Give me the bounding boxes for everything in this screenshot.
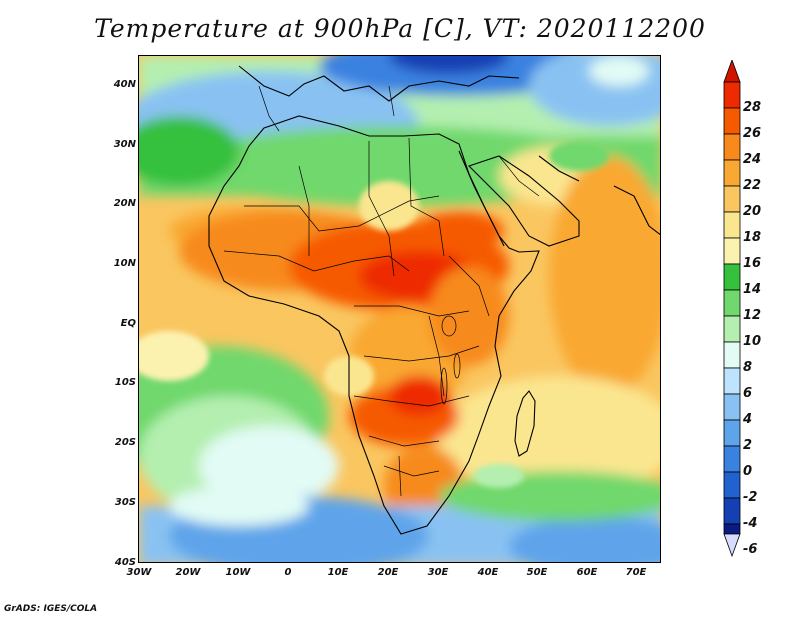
colorbar-label: 12 (743, 308, 762, 323)
lat-tick-10s: 10S (114, 377, 136, 388)
lat-tick-20n: 20N (113, 198, 136, 209)
colorbar-box (723, 81, 741, 109)
arabia-coastline (467, 155, 580, 247)
coastlines (208, 65, 660, 535)
colorbar-box (723, 159, 741, 187)
lat-tick-20s: 20S (114, 437, 136, 448)
africa-coastline (208, 115, 540, 535)
lon-tick-20w: 20W (175, 567, 201, 578)
temperature-field (139, 56, 660, 562)
colorbar-box (723, 185, 741, 213)
colorbar-boxes (723, 60, 741, 558)
lon-tick-50e: 50E (526, 567, 548, 578)
colorbar (723, 60, 741, 558)
colorbar-box (723, 419, 741, 447)
country-borders (223, 85, 540, 497)
india-coastline (613, 185, 660, 236)
chart-title: Temperature at 900hPa [C], VT: 202011220… (94, 14, 706, 43)
colorbar-label: 2 (743, 438, 753, 453)
colorbar-box (723, 263, 741, 291)
lat-tick-10n: 10N (113, 258, 136, 269)
map-panel (138, 55, 661, 563)
colorbar-label: 6 (743, 386, 753, 401)
lon-tick-30w: 30W (126, 567, 152, 578)
colorbar-box (723, 523, 741, 535)
lon-tick-40e: 40E (477, 567, 499, 578)
colorbar-label: 26 (743, 126, 762, 141)
lon-tick-60e: 60E (576, 567, 598, 578)
colorbar-box (723, 471, 741, 499)
lat-tick-40s: 40S (114, 557, 136, 568)
red-sea (458, 150, 505, 247)
colorbar-label: 4 (743, 412, 753, 427)
colorbar-box (723, 445, 741, 473)
europe-coastline (238, 65, 520, 102)
temperature-map (139, 56, 660, 562)
lon-tick-0: 0 (284, 567, 292, 578)
colorbar-box (723, 289, 741, 317)
lon-tick-10w: 10W (225, 567, 251, 578)
colorbar-label: 18 (743, 230, 762, 245)
colorbar-box (723, 367, 741, 395)
colorbar-box (723, 393, 741, 421)
lon-tick-10e: 10E (327, 567, 349, 578)
colorbar-label: -4 (743, 516, 758, 531)
lat-tick-30n: 30N (113, 139, 136, 150)
colorbar-label: -2 (743, 490, 758, 505)
colorbar-label: 16 (743, 256, 762, 271)
lat-tick-30s: 30S (114, 497, 136, 508)
colorbar-box (723, 133, 741, 161)
colorbar-label: 24 (743, 152, 762, 167)
colorbar-label: 8 (743, 360, 753, 375)
colorbar-box (723, 211, 741, 239)
lon-tick-20e: 20E (377, 567, 399, 578)
colorbar-label: 0 (743, 464, 753, 479)
colorbar-top-triangle (723, 60, 741, 83)
colorbar-box (723, 341, 741, 369)
colorbar-label: 14 (743, 282, 762, 297)
persian-gulf (538, 155, 580, 182)
colorbar-box (723, 237, 741, 265)
colorbar-bottom-triangle (723, 533, 741, 558)
colorbar-box (723, 497, 741, 525)
lat-tick-40n: 40N (113, 79, 136, 90)
colorbar-box (723, 107, 741, 135)
lat-tick-eq: EQ (120, 318, 136, 329)
colorbar-label: 22 (743, 178, 762, 193)
colorbar-box (723, 315, 741, 343)
colorbar-label: 28 (743, 100, 762, 115)
lon-tick-70e: 70E (625, 567, 647, 578)
credit-text: GrADS: IGES/COLA (4, 604, 98, 614)
colorbar-label: 10 (743, 334, 762, 349)
lon-tick-30e: 30E (427, 567, 449, 578)
colorbar-label: 20 (743, 204, 762, 219)
madagascar-coastline (514, 390, 536, 457)
colorbar-label: -6 (743, 542, 758, 557)
